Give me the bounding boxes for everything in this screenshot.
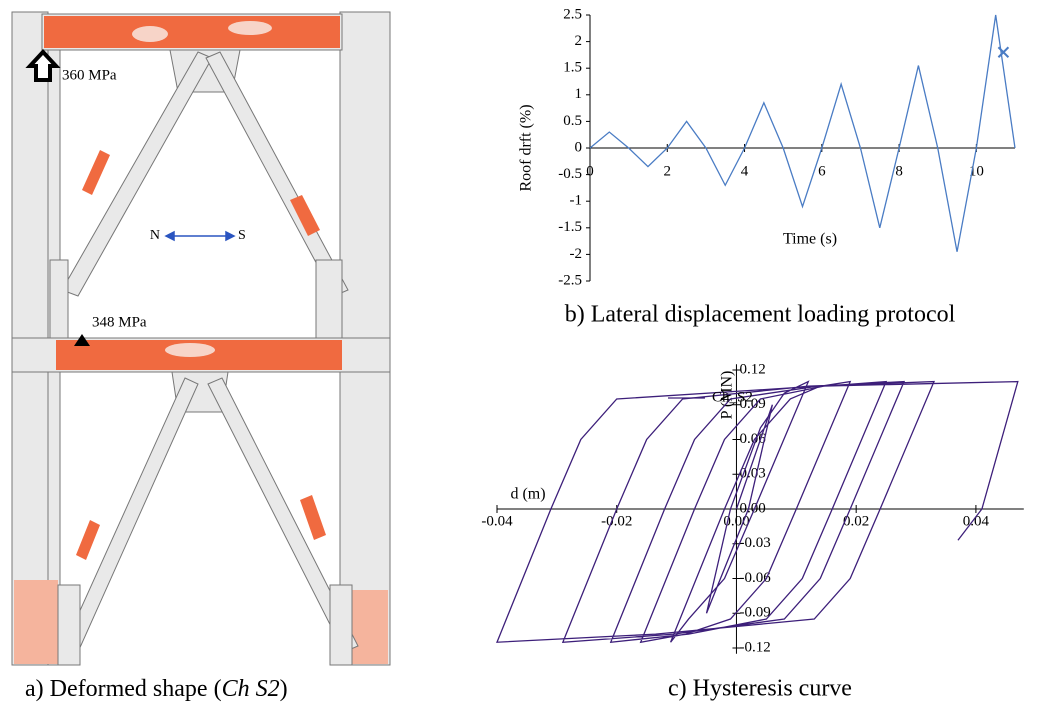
brace: [61, 51, 213, 297]
y-tick-label: 0.12: [739, 361, 765, 377]
y-tick-label: 0.5: [563, 113, 582, 129]
y-tick-label: -0.09: [739, 605, 770, 621]
x-tick-label: 4: [741, 163, 749, 179]
direction-label: N: [150, 228, 160, 243]
x-tick-label: -0.04: [481, 513, 513, 529]
stress-zone: [82, 150, 110, 195]
y-tick-label: -2.5: [558, 272, 582, 288]
gusset: [329, 584, 353, 666]
stress-zone: [228, 21, 272, 35]
annotation: 360 MPa: [62, 67, 117, 83]
y-tick-label: -2: [570, 246, 583, 262]
y-axis-label: Roof drft (%): [518, 104, 535, 191]
stress-marker: [74, 334, 90, 346]
caption: a) Deformed shape (Ch S2): [25, 676, 288, 702]
x-tick-label: 0.00: [723, 513, 749, 529]
y-tick-label: 1: [575, 86, 583, 102]
gusset: [49, 259, 69, 341]
stress-zone: [165, 343, 215, 357]
stress-arrow: [25, 49, 61, 82]
data-line: [589, 14, 1016, 252]
y-tick-label: -0.03: [739, 535, 770, 551]
y-tick-label: 1.5: [563, 60, 582, 76]
caption-text: Ch S2: [222, 676, 280, 702]
y-tick-label: 2: [575, 33, 583, 49]
direction-label: S: [238, 228, 246, 243]
y-tick-label: 0: [575, 139, 583, 155]
y-tick-label: -0.5: [558, 166, 582, 182]
gusset: [315, 259, 343, 341]
x-tick-label: 2: [664, 163, 672, 179]
gusset: [57, 584, 81, 666]
caption: b) Lateral displacement loading protocol: [565, 302, 956, 328]
x-tick-label: 8: [895, 163, 903, 179]
caption-text: ): [280, 676, 288, 702]
x-axis-label: Time (s): [783, 231, 837, 248]
stress-zone: [290, 195, 320, 236]
data-line: [496, 380, 1019, 644]
x-axis-label: d (m): [510, 486, 545, 503]
stress-zone: [132, 26, 168, 42]
brace: [207, 377, 359, 653]
direction-arrow: [164, 230, 236, 242]
stress-zone: [44, 16, 340, 48]
annotation: 348 MPa: [92, 314, 147, 330]
marker: [997, 46, 1010, 58]
caption: c) Hysteresis curve: [668, 676, 852, 702]
x-tick-label: -0.02: [601, 513, 632, 529]
stress-zone: [76, 520, 100, 560]
deformed-shape: 360 MPa 348 MPa N S a) Deformed shape (C…: [11, 11, 391, 702]
y-tick-label: -1.5: [558, 219, 582, 235]
x-tick-label: 0: [586, 163, 594, 179]
brace: [63, 377, 199, 653]
stress-zone: [300, 495, 326, 540]
y-tick-label: 0.03: [739, 466, 765, 482]
y-tick-label: -0.12: [739, 639, 770, 655]
brace: [205, 51, 349, 297]
y-tick-label: 0.00: [739, 500, 765, 516]
x-tick-label: 0.02: [843, 513, 869, 529]
stress-zone: [14, 580, 58, 664]
y-tick-label: 2.5: [563, 6, 582, 22]
caption-text: a) Deformed shape (: [25, 676, 222, 702]
legend-label: Ch_S2: [712, 389, 753, 405]
y-tick-label: -1: [570, 193, 583, 209]
x-tick-label: 6: [818, 163, 826, 179]
